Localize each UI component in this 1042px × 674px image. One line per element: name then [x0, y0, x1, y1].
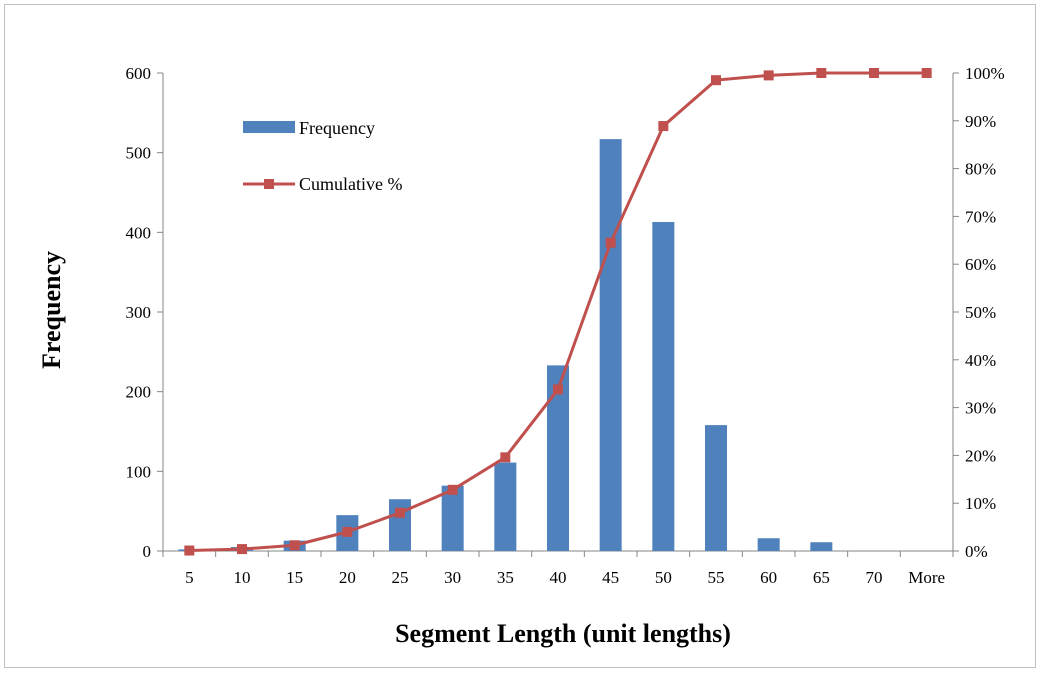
right-tick-label: 70%	[965, 207, 996, 226]
x-axis-ticks: 5 10 15 20 25 30 35 40 45 50 55 60 65 70 More	[162, 551, 954, 587]
cumulative-point	[605, 237, 616, 248]
x-tick-label: More	[908, 568, 945, 587]
frequency-bars	[178, 139, 833, 551]
frequency-bar	[441, 485, 464, 551]
right-tick-label: 10%	[965, 494, 996, 513]
x-tick-label: 65	[813, 568, 830, 587]
frequency-bar	[757, 538, 780, 551]
right-axis-ticks: 0% 10% 20% 30% 40% 50% 60% 70% 80% 90% 100%	[953, 64, 1005, 561]
right-tick-label: 30%	[965, 399, 996, 418]
frequency-bar	[705, 425, 727, 551]
legend: Frequency Cumulative %	[243, 118, 402, 194]
cumulative-point	[658, 121, 669, 132]
cumulative-point	[553, 384, 563, 395]
cumulative-point	[342, 526, 353, 537]
left-tick-label: 500	[126, 144, 152, 163]
cumulative-point	[447, 484, 458, 495]
chart-frame	[4, 4, 1036, 668]
left-tick-label: 100	[126, 462, 152, 481]
x-tick-label: 20	[339, 568, 356, 587]
x-tick-label: 15	[286, 568, 303, 587]
frequency-bar	[494, 462, 517, 551]
y-axis-title: Frequency	[37, 251, 66, 369]
x-axis-title: Segment Length (unit lengths)	[395, 619, 731, 648]
left-tick-label: 300	[126, 303, 152, 322]
right-tick-label: 60%	[965, 255, 996, 274]
right-tick-label: 100%	[965, 64, 1005, 83]
left-tick-label: 600	[126, 64, 152, 83]
x-tick-label: 25	[392, 568, 409, 587]
x-tick-label: 60	[760, 568, 777, 587]
cumulative-point	[816, 68, 827, 78]
left-axis-ticks: 0 100 200 300 400 500 600	[126, 64, 163, 561]
cumulative-line	[184, 68, 932, 556]
left-tick-label: 0	[143, 542, 152, 561]
x-tick-label: 35	[497, 568, 514, 587]
x-tick-label: 45	[602, 568, 619, 587]
x-tick-label: 40	[550, 568, 567, 587]
x-tick-label: 30	[444, 568, 461, 587]
legend-cumulative-label: Cumulative %	[299, 174, 402, 194]
right-tick-label: 80%	[965, 160, 996, 179]
x-tick-label: 70	[866, 568, 883, 587]
legend-cumulative-marker	[264, 179, 274, 189]
right-tick-label: 0%	[965, 542, 988, 561]
frequency-bar	[652, 221, 675, 551]
cumulative-point	[500, 452, 511, 463]
cumulative-point	[184, 545, 195, 556]
right-tick-label: 90%	[965, 112, 996, 131]
cumulative-point	[237, 544, 247, 555]
frequency-bar	[599, 139, 622, 551]
right-tick-label: 40%	[965, 351, 996, 370]
cumulative-point	[711, 75, 721, 86]
x-tick-label: 55	[708, 568, 725, 587]
frequency-bar	[547, 365, 569, 551]
cumulative-point	[921, 68, 932, 78]
x-tick-label: 5	[185, 568, 194, 587]
cumulative-point	[763, 70, 774, 81]
frequency-bar	[389, 499, 411, 551]
cumulative-point	[869, 68, 879, 78]
cumulative-point	[289, 540, 300, 551]
frequency-bar	[810, 542, 833, 551]
legend-frequency-label: Frequency	[299, 118, 375, 138]
x-tick-label: 10	[234, 568, 251, 587]
right-tick-label: 20%	[965, 446, 996, 465]
legend-frequency-swatch	[243, 121, 295, 133]
right-tick-label: 50%	[965, 303, 996, 322]
left-tick-label: 200	[126, 383, 152, 402]
x-tick-label: 50	[655, 568, 672, 587]
cumulative-point	[395, 507, 405, 518]
left-tick-label: 400	[126, 223, 152, 242]
